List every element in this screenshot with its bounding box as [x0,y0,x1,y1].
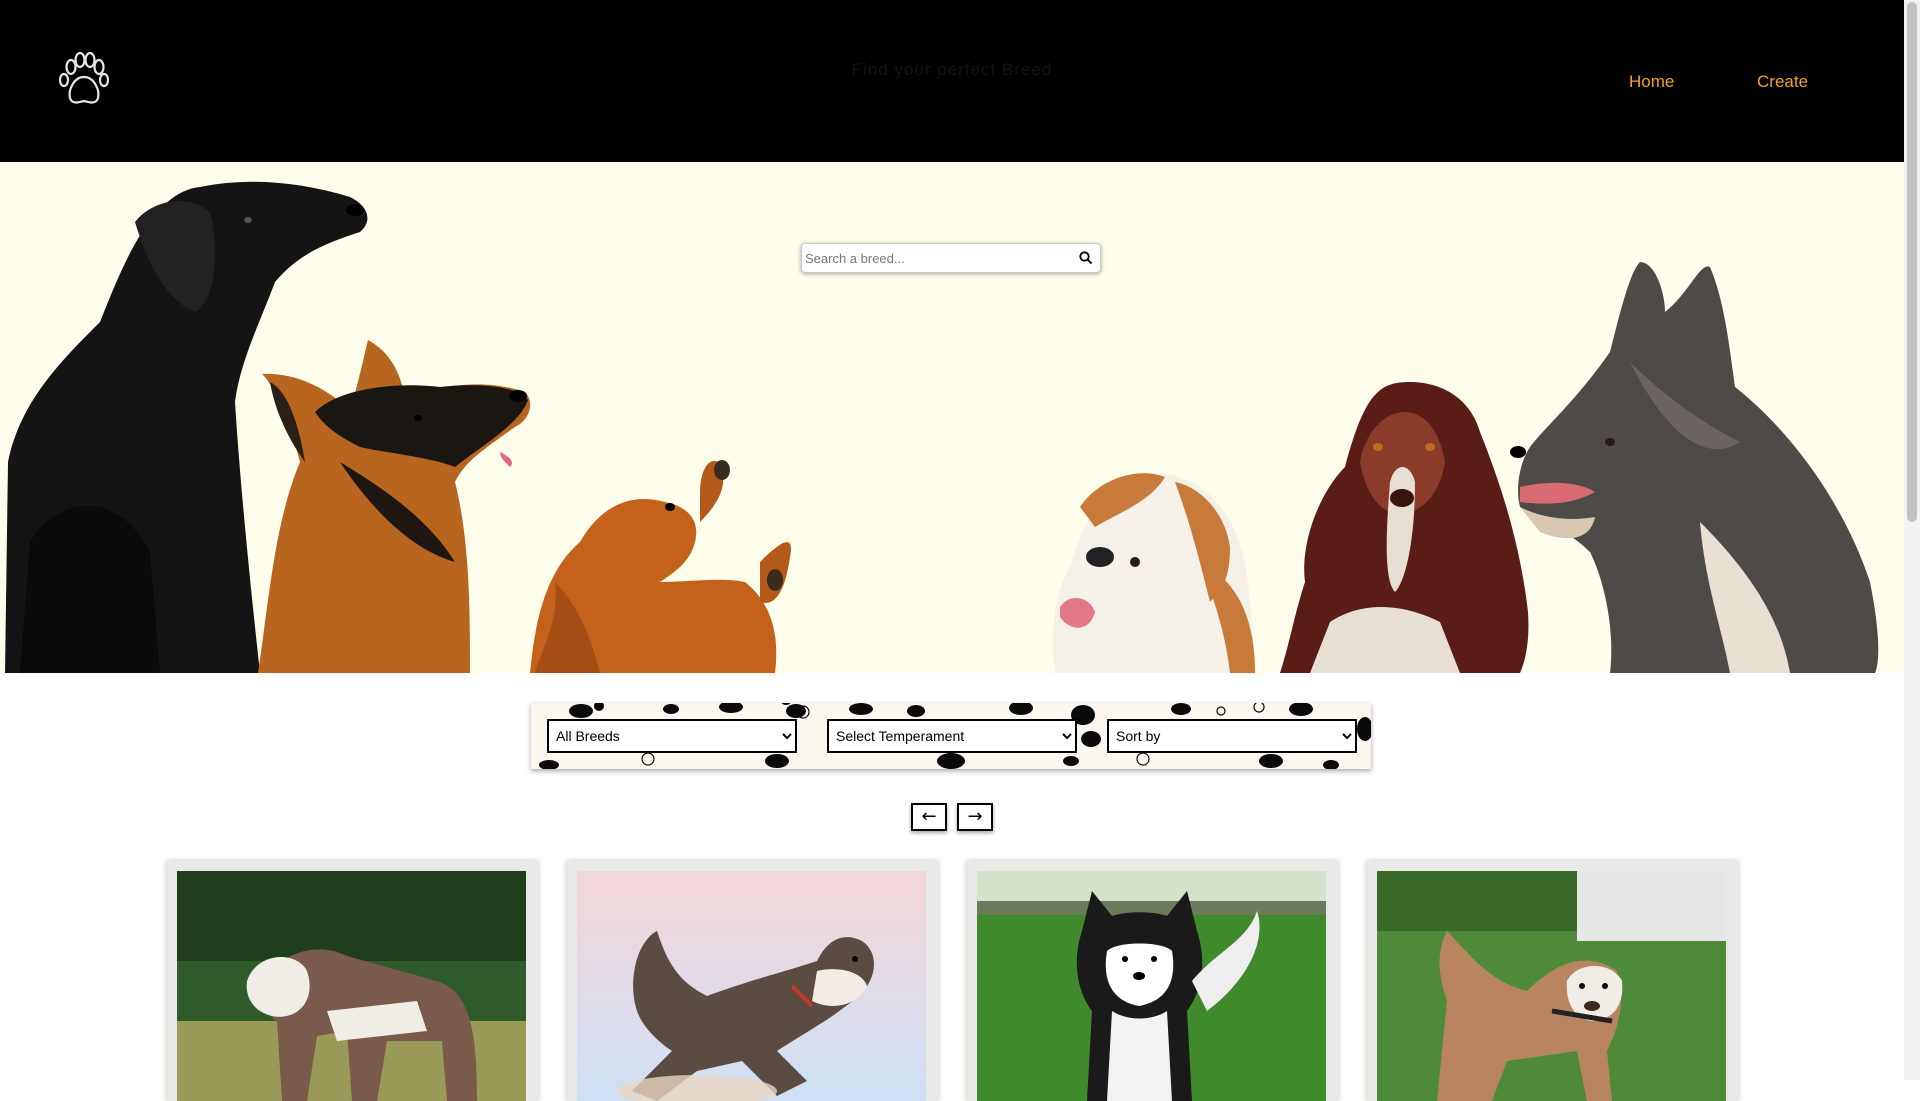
dog-photo [977,871,1326,1101]
breed-card[interactable] [567,861,938,1101]
vertical-scrollbar[interactable] [1904,0,1920,1080]
dachshund-image [530,460,791,673]
breed-select[interactable]: All Breeds [547,719,797,753]
bulldog-image [1053,473,1255,673]
scrollbar-thumb[interactable] [1907,2,1917,522]
nav-create-link[interactable]: Create [1757,72,1809,91]
hero-dogs-illustration [5,181,1879,673]
breed-card[interactable] [1367,861,1738,1101]
filter-bar: All Breeds Select Temperament Sort by [531,703,1371,769]
paw-pattern-background [539,703,1371,769]
german-shepherd-image [258,340,531,673]
paw-print-icon[interactable] [58,52,110,108]
breed-card[interactable] [967,861,1338,1101]
sort-select[interactable]: Sort by [1107,719,1357,753]
temperament-select[interactable]: Select Temperament [827,719,1077,753]
springer-spaniel-image [1280,382,1529,673]
top-header: Find your perfect Breed Home Create [0,0,1904,162]
site-tagline: Find your perfect Breed [851,60,1053,79]
great-dane-image [5,181,368,673]
prev-page-button[interactable]: ← [911,803,947,831]
search-input[interactable] [805,248,1065,268]
breed-card[interactable] [167,861,538,1101]
nav-home-link[interactable]: Home [1629,72,1675,91]
hero-banner [0,162,1904,673]
dog-photo [577,871,926,1101]
dog-photo [177,871,526,1101]
dog-photo [1377,871,1726,1101]
akita-image [1510,262,1879,673]
search-icon[interactable] [1078,250,1094,266]
breed-search-box [801,243,1101,273]
next-page-button[interactable]: → [957,803,993,831]
